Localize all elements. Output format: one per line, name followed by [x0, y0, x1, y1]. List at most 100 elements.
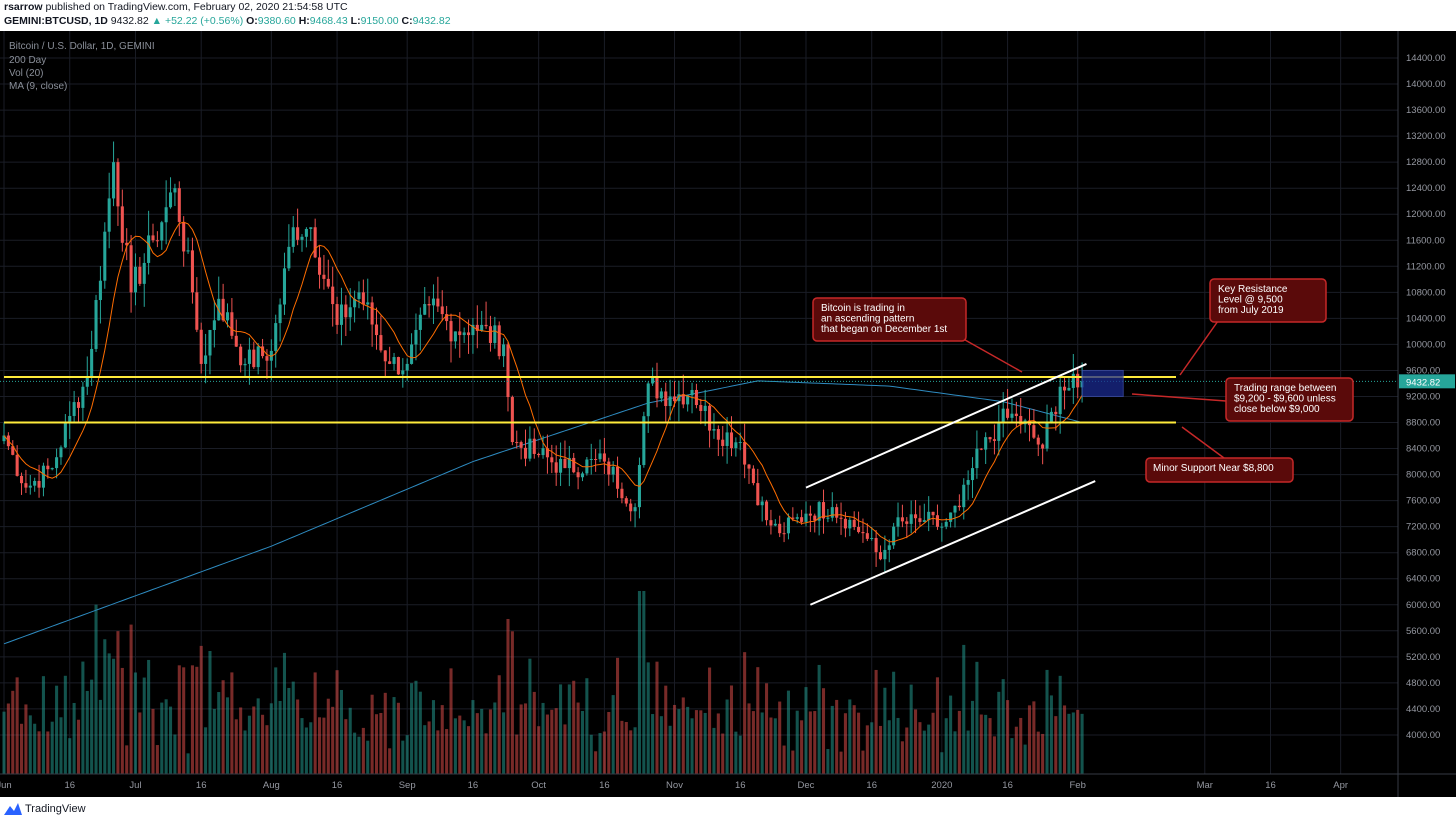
volume-bar: [852, 705, 856, 774]
volume-bar: [212, 708, 216, 774]
volume-bar: [274, 667, 278, 774]
volume-bar: [300, 718, 304, 774]
candle-body: [791, 517, 795, 519]
volume-bar: [493, 702, 497, 774]
volume-bar: [269, 703, 273, 774]
candle-body: [839, 517, 843, 519]
volume-bar: [361, 727, 365, 774]
candle-body: [756, 483, 760, 506]
candle-body: [997, 422, 1001, 441]
candle-body: [970, 468, 975, 481]
volume-bar: [537, 726, 541, 774]
volume-bar: [795, 710, 799, 774]
candle-body: [261, 346, 265, 357]
volume-bar: [1019, 717, 1023, 774]
candle-body: [287, 246, 291, 269]
volume-bar: [747, 703, 751, 774]
candle-body: [629, 503, 633, 512]
candle-body: [142, 262, 146, 284]
candle-body: [274, 323, 278, 351]
candle-body: [804, 513, 808, 522]
legend-volume: Vol (20): [9, 68, 43, 79]
candle-body: [357, 292, 361, 299]
candle-body: [37, 480, 41, 488]
candle-body: [427, 304, 431, 306]
tradingview-brand[interactable]: TradingView: [25, 803, 86, 815]
candle-body: [550, 457, 554, 463]
volume-bar: [427, 721, 431, 774]
candle-body: [72, 402, 76, 417]
volume-bar: [370, 694, 374, 774]
candle-body: [887, 545, 891, 550]
volume-bar: [1006, 700, 1010, 774]
candle-body: [708, 405, 712, 431]
volume-bar: [528, 658, 532, 774]
volume-bar: [624, 722, 628, 774]
volume-bar: [98, 699, 102, 774]
candle-body: [291, 227, 295, 247]
candle-body: [651, 376, 655, 384]
candle-body: [594, 459, 598, 461]
candle-body: [190, 250, 194, 293]
candle-body: [992, 439, 996, 441]
volume-bar: [453, 718, 457, 774]
volume-bar: [68, 738, 72, 774]
volume-bar: [725, 699, 729, 774]
candle-body: [63, 421, 67, 448]
volume-bar: [694, 710, 698, 774]
candle-body: [46, 465, 50, 470]
candle-body: [133, 266, 138, 293]
volume-bar: [112, 658, 116, 774]
volume-bar: [204, 727, 208, 774]
candle-body: [690, 389, 694, 396]
price-chart[interactable]: 9432.82 4000.00 4400.00 4800.00 5200.00 5600…: [0, 31, 1456, 797]
author-name[interactable]: rsarrow: [4, 1, 43, 13]
volume-bar: [672, 704, 677, 774]
candle-body: [944, 521, 948, 527]
high-label: H:: [298, 15, 310, 27]
candle-body: [931, 511, 935, 516]
volume-bar: [41, 676, 45, 774]
candle-body: [716, 429, 720, 440]
candle-body: [874, 537, 878, 553]
volume-bar: [984, 714, 988, 774]
volume-bar: [563, 724, 567, 774]
candle-body: [751, 468, 755, 484]
candle-body: [423, 304, 427, 315]
high-value: 9468.43: [309, 15, 348, 27]
volume-bar: [396, 702, 400, 774]
candle-body: [234, 335, 238, 347]
volume-bar: [611, 695, 615, 774]
volume-bar: [247, 715, 251, 774]
candle-body: [186, 250, 190, 252]
candle-body: [401, 370, 405, 375]
volume-bar: [418, 691, 422, 774]
volume-bar: [716, 713, 720, 774]
candle-body: [436, 298, 440, 307]
y-tick-label: 5200.00: [1406, 652, 1440, 663]
candle-body: [1054, 411, 1058, 415]
volume-bar: [743, 652, 747, 774]
volume-bar: [655, 661, 659, 774]
candle-body: [554, 462, 558, 473]
candle-body: [90, 348, 94, 377]
volume-bar: [769, 717, 773, 774]
volume-bar: [817, 664, 821, 774]
candle-body: [370, 302, 374, 325]
volume-bar: [234, 719, 238, 774]
volume-bar: [1076, 709, 1080, 774]
candle-body: [905, 521, 909, 524]
candle-body: [225, 312, 230, 321]
candle-body: [1019, 416, 1023, 425]
close-label: C:: [401, 15, 413, 27]
candle-body: [462, 332, 466, 336]
candle-body: [480, 324, 484, 331]
volume-bar: [686, 706, 690, 774]
volume-bar: [510, 631, 514, 774]
candle-body: [418, 314, 422, 330]
horizontal-levels: 9432.82: [0, 374, 1455, 424]
volume-bar: [480, 708, 484, 774]
tradingview-logo-icon[interactable]: [4, 803, 22, 815]
callout-range-box: [1225, 377, 1354, 422]
